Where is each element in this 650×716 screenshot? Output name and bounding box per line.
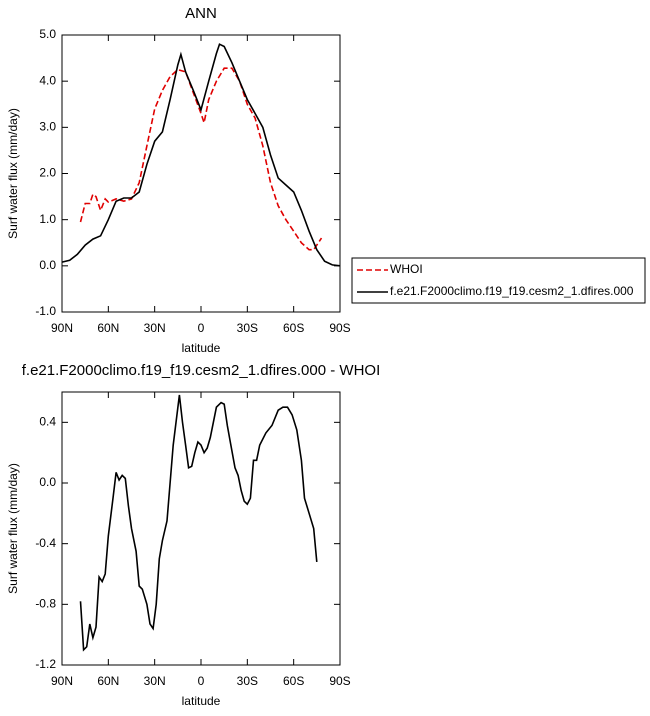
data-line — [61, 43, 341, 267]
x-tick-label: 30S — [237, 321, 258, 335]
x-axis-label: latitude — [182, 341, 221, 355]
x-tick-label: 90N — [51, 321, 73, 335]
y-tick-label: 0.0 — [39, 475, 56, 489]
data-line — [79, 394, 318, 652]
y-tick-label: 3.0 — [39, 120, 56, 134]
x-tick-label: 60S — [283, 321, 304, 335]
x-tick-label: 0 — [198, 674, 205, 688]
y-axis-label: Surf water flux (mm/day) — [6, 463, 20, 594]
x-tick-label: 0 — [198, 321, 205, 335]
x-tick-label: 30S — [237, 674, 258, 688]
legend-label: WHOI — [390, 262, 423, 276]
y-tick-label: -1.0 — [35, 304, 56, 318]
y-tick-label: -0.4 — [35, 536, 56, 550]
y-tick-label: 0.0 — [39, 258, 56, 272]
x-tick-label: 30N — [144, 321, 166, 335]
legend-label: f.e21.F2000climo.f19_f19.cesm2_1.dfires.… — [390, 284, 634, 298]
legend-box — [351, 257, 646, 304]
x-tick-label: 90S — [329, 674, 350, 688]
y-tick-label: 5.0 — [39, 27, 56, 41]
x-axis-label: latitude — [182, 694, 221, 708]
y-tick-label: 4.0 — [39, 73, 56, 87]
chart-title: f.e21.F2000climo.f19_f19.cesm2_1.dfires.… — [22, 362, 381, 379]
plot-frame — [61, 34, 341, 313]
y-axis-label: Surf water flux (mm/day) — [6, 108, 20, 239]
y-tick-label: -1.2 — [35, 657, 56, 671]
x-tick-label: 90S — [329, 321, 350, 335]
y-tick-label: 2.0 — [39, 166, 56, 180]
x-tick-label: 60S — [283, 674, 304, 688]
y-tick-label: -0.8 — [35, 597, 56, 611]
plot-frame — [61, 391, 341, 666]
y-tick-label: 0.4 — [39, 415, 56, 429]
y-tick-label: 1.0 — [39, 212, 56, 226]
x-tick-label: 60N — [97, 321, 119, 335]
x-tick-label: 60N — [97, 674, 119, 688]
x-tick-label: 30N — [144, 674, 166, 688]
data-line — [79, 67, 323, 251]
chart-title: ANN — [185, 5, 217, 22]
x-tick-label: 90N — [51, 674, 73, 688]
